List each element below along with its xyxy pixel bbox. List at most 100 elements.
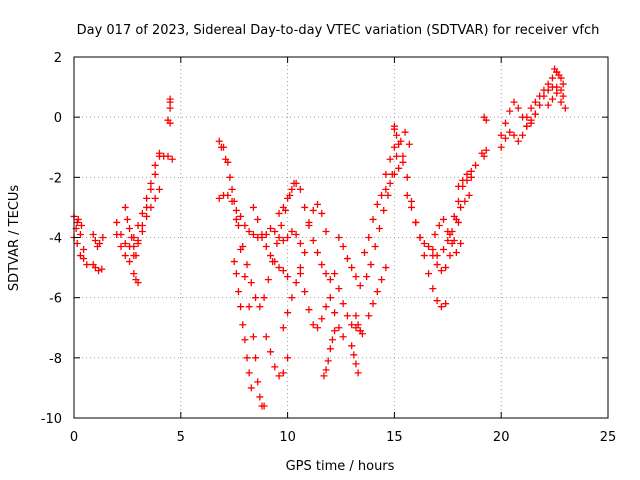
data-point	[544, 80, 552, 88]
data-series	[130, 270, 142, 287]
data-point	[121, 240, 129, 248]
data-series	[215, 137, 268, 410]
data-point	[425, 243, 433, 251]
data-point	[318, 315, 326, 323]
data-point	[352, 312, 360, 320]
data-point	[222, 155, 230, 163]
data-point	[348, 264, 356, 272]
data-point	[553, 83, 561, 91]
data-point	[228, 185, 236, 193]
data-point	[523, 122, 531, 130]
data-point	[324, 357, 332, 365]
y-tick-label: -4	[49, 232, 62, 247]
x-tick-label: 10	[279, 430, 296, 445]
data-point	[143, 212, 151, 220]
data-point	[279, 237, 287, 245]
data-series	[497, 83, 569, 139]
data-point	[166, 119, 174, 127]
data-point	[256, 393, 264, 401]
data-point	[89, 230, 97, 238]
data-point	[544, 101, 552, 109]
data-point	[130, 270, 138, 278]
data-point	[166, 104, 174, 112]
data-point	[416, 234, 424, 241]
data-point	[243, 354, 251, 362]
data-point	[482, 116, 490, 124]
y-tick-label: -2	[49, 171, 62, 186]
data-point	[322, 366, 330, 374]
data-point	[130, 243, 138, 251]
data-point	[452, 249, 460, 257]
data-point	[232, 215, 240, 223]
data-point	[288, 294, 296, 302]
data-point	[73, 218, 81, 226]
data-point	[247, 279, 255, 287]
data-point	[501, 134, 509, 142]
data-point	[314, 249, 322, 257]
data-point	[339, 243, 347, 251]
data-point	[444, 237, 452, 245]
data-point	[275, 264, 283, 272]
data-point	[117, 230, 125, 238]
data-point	[95, 267, 103, 275]
data-point	[382, 170, 390, 178]
data-point	[457, 240, 465, 248]
data-point	[497, 131, 505, 139]
data-point	[407, 203, 415, 211]
data-point	[260, 402, 268, 410]
data-point	[279, 203, 287, 211]
data-series	[446, 173, 475, 238]
data-point	[553, 89, 561, 97]
data-series	[551, 65, 563, 79]
data-point	[435, 221, 443, 229]
data-point	[237, 303, 245, 311]
data-point	[429, 285, 437, 293]
data-point	[143, 194, 151, 202]
data-point	[557, 98, 565, 106]
data-point	[331, 309, 339, 317]
data-point	[309, 237, 317, 245]
data-point	[245, 227, 253, 235]
data-point	[288, 185, 296, 193]
data-point	[350, 351, 358, 359]
data-point	[234, 221, 242, 229]
data-point	[519, 131, 527, 139]
data-point	[442, 300, 450, 308]
data-point	[352, 273, 360, 281]
x-tick-label: 5	[177, 430, 185, 445]
data-point	[326, 345, 334, 353]
data-series	[335, 234, 364, 290]
data-point	[91, 237, 99, 245]
data-point	[457, 203, 465, 211]
data-series	[365, 264, 390, 320]
data-point	[126, 224, 134, 232]
data-point	[284, 234, 292, 241]
data-point	[275, 209, 283, 217]
data-point	[292, 279, 300, 287]
data-point	[123, 215, 131, 223]
data-point	[395, 140, 403, 148]
data-point	[147, 179, 155, 187]
data-point	[440, 215, 448, 223]
data-point	[215, 137, 223, 145]
x-axis-label: GPS time / hours	[286, 459, 395, 474]
data-point	[365, 312, 373, 320]
data-point	[407, 197, 415, 205]
data-point	[365, 234, 373, 241]
data-point	[166, 98, 174, 106]
data-point	[527, 116, 535, 124]
data-point	[378, 191, 386, 199]
data-point	[117, 243, 125, 251]
data-point	[548, 74, 556, 82]
data-point	[275, 234, 283, 241]
data-point	[155, 185, 163, 193]
data-point	[463, 170, 471, 178]
data-point	[226, 173, 234, 181]
y-tick-label: -6	[49, 292, 62, 307]
data-series	[72, 215, 85, 232]
data-point	[467, 173, 475, 181]
data-point	[284, 194, 292, 202]
data-series	[113, 152, 163, 266]
data-point	[331, 270, 339, 278]
